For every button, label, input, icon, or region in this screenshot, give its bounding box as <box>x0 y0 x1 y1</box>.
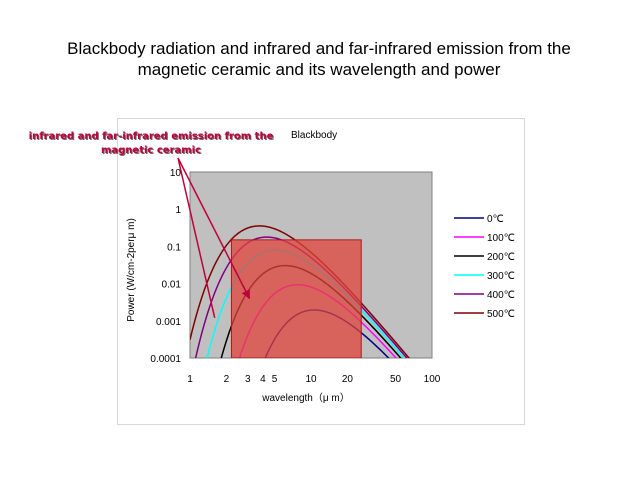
annotation-arrow <box>177 157 251 300</box>
annotation-arrows <box>177 157 251 319</box>
x-tick-label: 50 <box>390 374 402 385</box>
x-tick-label: 20 <box>342 374 354 385</box>
slide-title-line-1: Blackbody radiation and infrared and far… <box>67 39 571 58</box>
x-tick-label: 2 <box>224 374 230 385</box>
chart-title: Blackbody <box>291 130 337 141</box>
x-tick-label: 10 <box>305 374 317 385</box>
legend-label-0: 0℃ <box>487 214 504 225</box>
tick-labels: 0.0001 0.001 0.01 0.1 1 10 1 2 3 4 5 10 20 50 100 <box>150 168 440 385</box>
slide-title: Blackbody radiation and infrared and far… <box>0 38 638 80</box>
y-axis-label: Power (W/cm-2perμ m) <box>126 218 137 322</box>
x-tick-label: 4 <box>260 374 266 385</box>
slide-title-line-2: magnetic ceramic and its wavelength and … <box>137 60 501 79</box>
x-tick-label: 3 <box>245 374 251 385</box>
y-tick-label: 0.001 <box>156 317 181 328</box>
x-tick-label: 5 <box>272 374 278 385</box>
legend: 0℃ 100℃ 200℃ 300℃ 400℃ 500℃ <box>454 214 515 320</box>
x-tick-label: 100 <box>424 374 441 385</box>
y-tick-label: 0.01 <box>162 280 182 291</box>
legend-label-4: 400℃ <box>487 290 515 301</box>
emission-annotation: infrared and far-infrared emission from … <box>22 130 280 158</box>
legend-label-2: 200℃ <box>487 252 515 263</box>
y-tick-label: 0.0001 <box>150 354 181 365</box>
x-axis-label: wavelength（μ m） <box>261 392 349 404</box>
ceramic-emission-region <box>230 239 362 358</box>
annotation-line-1: infrared and far-infrared emission from … <box>28 131 274 142</box>
legend-label-3: 300℃ <box>487 271 515 282</box>
y-tick-label: 1 <box>175 205 181 216</box>
legend-label-5: 500℃ <box>487 309 515 320</box>
legend-label-1: 100℃ <box>487 233 515 244</box>
y-tick-label: 0.1 <box>167 242 181 253</box>
x-tick-label: 1 <box>187 374 193 385</box>
annotation-line-2: magnetic ceramic <box>100 145 201 156</box>
y-tick-label: 10 <box>170 168 182 179</box>
annotation-arrow <box>177 157 216 319</box>
curve-group <box>190 225 410 358</box>
